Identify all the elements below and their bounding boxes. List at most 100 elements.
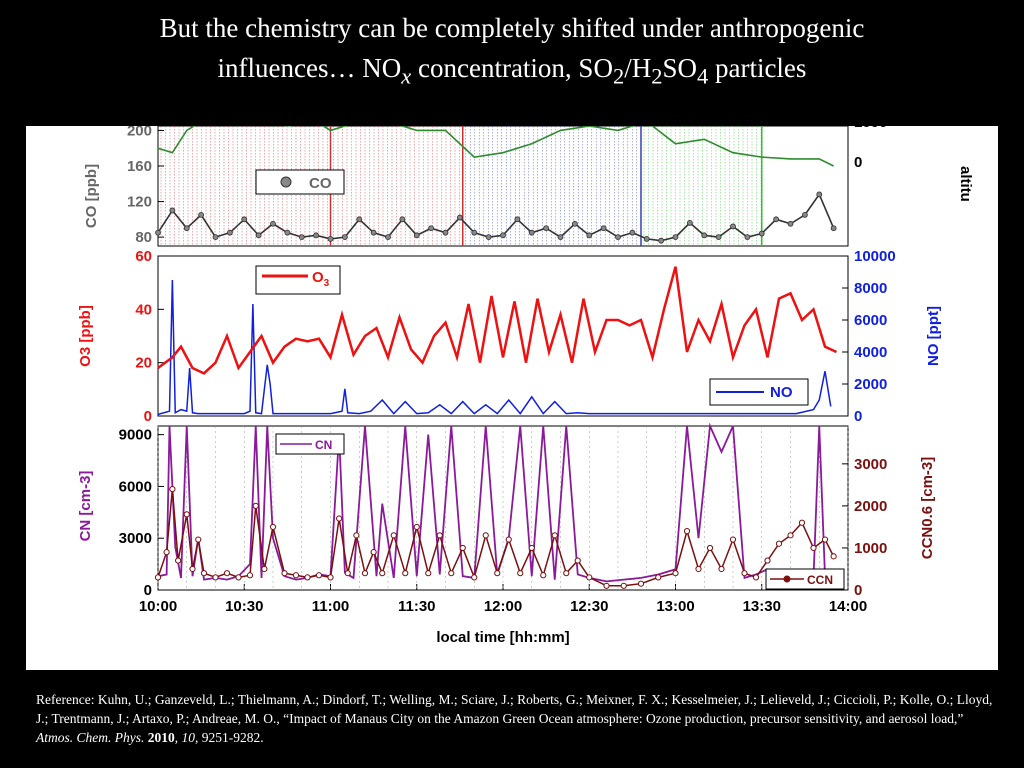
ccn-point (212, 574, 219, 581)
ccn-legend-box (765, 568, 845, 590)
ccn-point (741, 570, 748, 577)
ccn-y-tick-label: 0 (854, 582, 862, 599)
time-tick-label: 10:00 (139, 598, 177, 615)
co-point (715, 234, 722, 241)
cn-y-tick-label: 6000 (119, 478, 152, 495)
ccn-point (683, 528, 691, 535)
co-point (629, 229, 636, 236)
ccn-y-tick-label: 3000 (854, 456, 887, 473)
ccn-point (517, 570, 524, 577)
co-point (241, 216, 248, 223)
co-point (773, 216, 780, 223)
ccn-point (787, 532, 794, 539)
slide-title: But the chemistry can be completely shif… (40, 8, 984, 96)
x-axis-label: local time [hh:mm] (436, 629, 569, 646)
cn-line (157, 422, 834, 583)
o3-panel-frame (157, 255, 849, 417)
co-y-tick-label: 160 (127, 158, 152, 175)
co-point (428, 225, 435, 232)
ccn-point (402, 570, 409, 577)
ccn-point (246, 572, 254, 579)
ccn-point (336, 515, 343, 522)
time-tick-label: 13:00 (656, 598, 694, 615)
ccn-point (574, 557, 581, 564)
ccn-point (764, 557, 771, 564)
co-point (787, 220, 794, 227)
co-point (600, 225, 607, 232)
ccn-point (563, 570, 570, 577)
altitude-yticks: 0 1000 (854, 126, 887, 171)
co-point (155, 229, 161, 236)
ccn-y-tick-label: 1000 (854, 540, 887, 557)
co-point (615, 234, 621, 241)
ccn-point (448, 570, 455, 577)
co-point (198, 211, 205, 218)
ccn-point (235, 574, 242, 581)
ccn-point (821, 536, 829, 543)
ccn-point (223, 570, 231, 577)
ccn-point (163, 549, 170, 556)
co-point (413, 232, 420, 239)
reference-volume: 10 (181, 730, 196, 745)
o3-no-panel: O3 [ppb] NO [ppt] 0 20 40 60 0 2000 4000 6000 8… (77, 248, 942, 425)
ccn-point (183, 511, 190, 518)
co-series (155, 126, 837, 244)
ccn-ylabel: CCN0.6 [cm-3] (919, 457, 936, 560)
ccn-point (195, 536, 202, 543)
ccn-point (327, 574, 334, 581)
o3-line (157, 266, 838, 375)
ccn-point (540, 572, 547, 579)
ccn-point (471, 574, 478, 581)
ccn-point (775, 540, 783, 547)
ccn-point (353, 532, 360, 539)
co-point (370, 229, 377, 236)
co-point (744, 234, 751, 241)
o3-legend-box (255, 265, 341, 295)
time-tick-label: 11:00 (312, 598, 350, 615)
ccn-point (637, 580, 645, 587)
co-point (643, 235, 650, 242)
co-point (341, 234, 348, 241)
no-y-tick-label: 4000 (854, 344, 887, 361)
altitude-line (157, 126, 834, 167)
co-point (586, 232, 593, 239)
ccn-point (390, 532, 397, 539)
time-tick-label: 10:30 (225, 598, 263, 615)
no-ylabel: NO [ppt] (925, 306, 942, 366)
ccn-point (729, 536, 737, 543)
ccn-point (154, 574, 162, 581)
ccn-point (281, 570, 288, 577)
altitude-ylabel: altitu (957, 166, 974, 202)
altitude-tick-label: 0 (854, 154, 862, 171)
ccn-point (528, 544, 535, 552)
ccn-point (315, 572, 323, 579)
co-point (514, 216, 521, 223)
cn-ccn-series (154, 422, 837, 589)
ccn-legend-marker (783, 575, 791, 583)
co-point (284, 229, 291, 236)
co-y-tick-label: 120 (127, 194, 152, 211)
co-point (456, 214, 463, 221)
time-xticks: 10:00 10:30 11:00 11:30 12:00 12:30 13:00 13:30… (139, 426, 867, 615)
time-tick-label: 13:30 (743, 598, 781, 615)
co-point (543, 225, 550, 232)
reference: Reference: Kuhn, U.; Ganzeveld, L.; Thie… (36, 692, 993, 745)
ccn-point (718, 565, 725, 573)
reference-pages: , 9251-9282. (195, 730, 264, 745)
ccn-point (252, 502, 259, 509)
ccn-point (551, 532, 558, 539)
co-point (658, 237, 665, 244)
no-legend-label: NO (770, 384, 793, 401)
ccn-point (706, 544, 714, 552)
title-line-2: influences… NOx concentration, SO2/H2SO4… (217, 53, 807, 89)
co-point (758, 230, 765, 237)
o3-ylabel: O3 [ppb] (77, 305, 94, 367)
altitude-tick-label: 1000 (854, 126, 887, 131)
ccn-point (586, 574, 593, 581)
ccn-point (603, 582, 610, 589)
co-point (169, 207, 176, 214)
co-point (356, 216, 363, 223)
ccn-point (425, 570, 432, 577)
ccn-point (189, 565, 196, 573)
o3-yticks: 0 20 40 60 (135, 248, 164, 425)
